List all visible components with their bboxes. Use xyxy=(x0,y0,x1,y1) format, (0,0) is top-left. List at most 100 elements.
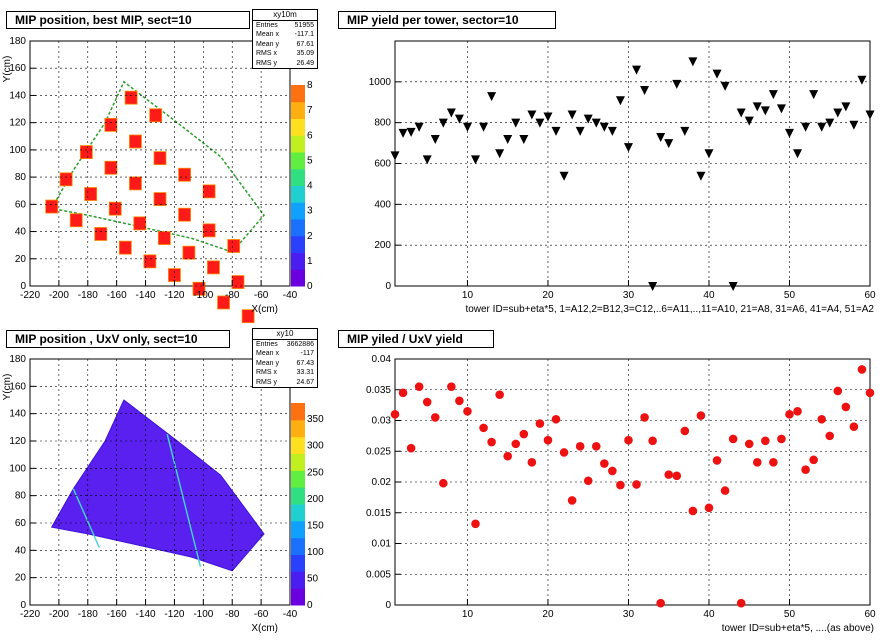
tower-tile xyxy=(104,117,118,132)
data-point xyxy=(567,110,577,120)
data-point xyxy=(680,426,690,436)
y-tick-label: 0.04 xyxy=(372,354,392,365)
tower-tile xyxy=(69,213,83,228)
data-point xyxy=(430,135,440,144)
stat-value: -117.1 xyxy=(294,31,314,38)
x-tick-label: -140 xyxy=(136,290,156,301)
data-point xyxy=(752,102,762,112)
data-point xyxy=(833,386,843,396)
x-tick-label: -120 xyxy=(164,609,184,620)
colorbar-tick-label: 350 xyxy=(307,414,324,425)
y-tick-label: 180 xyxy=(9,354,26,365)
data-point xyxy=(712,69,722,79)
data-point xyxy=(623,143,633,153)
colorbar-tick-label: 250 xyxy=(307,467,324,478)
data-point xyxy=(503,451,513,461)
data-point xyxy=(543,435,553,445)
data-point xyxy=(608,466,617,476)
tower-tile xyxy=(94,227,108,241)
x-tick-label: 30 xyxy=(623,609,635,620)
data-point xyxy=(768,90,778,100)
data-point xyxy=(519,135,529,144)
data-point xyxy=(583,114,593,124)
colorbar-tick-label: 3 xyxy=(307,206,313,217)
x-axis-label: tower ID=sub+eta*5, 1=A12,2=B12,3=C12,..… xyxy=(465,304,874,315)
stat-value: 26.49 xyxy=(296,59,314,67)
panel1-title: MIP position, best MIP, sect=10 xyxy=(6,11,250,29)
data-point xyxy=(599,122,609,132)
tower-tile xyxy=(217,295,230,310)
x-tick-label: -60 xyxy=(254,609,269,620)
colorbar-segment xyxy=(291,470,305,488)
data-point xyxy=(422,397,432,407)
data-point xyxy=(535,118,545,128)
tower-tile xyxy=(79,145,93,160)
y-tick-label: 100 xyxy=(9,463,26,474)
data-point xyxy=(390,410,400,419)
x-tick-label: -180 xyxy=(78,609,98,620)
colorbar-segment xyxy=(291,235,305,253)
colorbar-segment xyxy=(291,588,305,606)
stat-value: 3662886 xyxy=(286,340,314,348)
tower-tile xyxy=(84,187,98,201)
stat-value: 35.09 xyxy=(296,50,314,57)
data-point xyxy=(720,486,730,495)
y-tick-label: 180 xyxy=(9,36,26,47)
y-tick-label: 0.025 xyxy=(366,446,391,457)
data-point xyxy=(535,419,545,428)
data-point xyxy=(825,431,835,441)
tower-tile xyxy=(118,240,132,255)
tower-tile xyxy=(182,245,196,260)
x-axis-label: X(cm) xyxy=(251,304,278,315)
data-point xyxy=(479,423,488,433)
y-tick-label: 60 xyxy=(15,199,27,210)
tower-tile xyxy=(45,199,59,214)
x-tick-label: -120 xyxy=(164,290,184,301)
data-point xyxy=(632,480,641,489)
data-point xyxy=(390,151,400,161)
x-tick-label: 50 xyxy=(784,290,796,301)
y-axis-label: Y(cm) xyxy=(2,374,13,401)
data-point xyxy=(447,382,456,391)
y-tick-label: 120 xyxy=(9,436,26,447)
data-point xyxy=(696,171,706,181)
x-tick-label: -160 xyxy=(107,290,127,301)
data-point xyxy=(656,132,666,142)
tower-tile xyxy=(143,254,157,269)
data-point xyxy=(769,458,778,467)
x-tick-label: -40 xyxy=(283,609,298,620)
data-point xyxy=(752,458,762,467)
tower-tile xyxy=(168,268,181,282)
y-tick-label: 200 xyxy=(374,240,391,251)
tower-tile xyxy=(129,176,142,191)
colorbar-tick-label: 200 xyxy=(307,494,324,505)
colorbar-segment xyxy=(291,252,305,270)
data-point xyxy=(696,411,706,420)
stats-name: xy10m xyxy=(253,10,317,21)
data-point xyxy=(849,422,859,431)
panel2-title: MIP yield per tower, sector=10 xyxy=(338,11,556,29)
panel3-title: MIP position , UxV only, sect=10 xyxy=(6,330,230,348)
y-tick-label: 100 xyxy=(9,145,26,156)
y-tick-label: 1000 xyxy=(369,77,392,88)
data-point xyxy=(728,434,738,444)
data-point xyxy=(784,128,794,138)
stats-box-1: xy10m Entries 51955 Mean x -117.1 Mean y 67… xyxy=(252,9,318,69)
data-point xyxy=(801,465,810,475)
data-point xyxy=(591,118,601,128)
y-tick-label: 0 xyxy=(385,281,391,292)
stat-value: 33.31 xyxy=(296,369,314,376)
data-point xyxy=(616,480,625,490)
data-point xyxy=(865,388,875,398)
data-point xyxy=(664,139,674,149)
data-point xyxy=(438,118,448,128)
y-tick-label: 0.015 xyxy=(366,508,391,519)
colorbar-tick-label: 6 xyxy=(307,130,313,141)
data-point xyxy=(825,118,835,128)
data-point xyxy=(809,455,818,465)
data-point xyxy=(398,388,408,398)
data-point xyxy=(439,478,448,488)
data-point xyxy=(511,439,521,449)
colorbar-segment xyxy=(291,85,305,103)
